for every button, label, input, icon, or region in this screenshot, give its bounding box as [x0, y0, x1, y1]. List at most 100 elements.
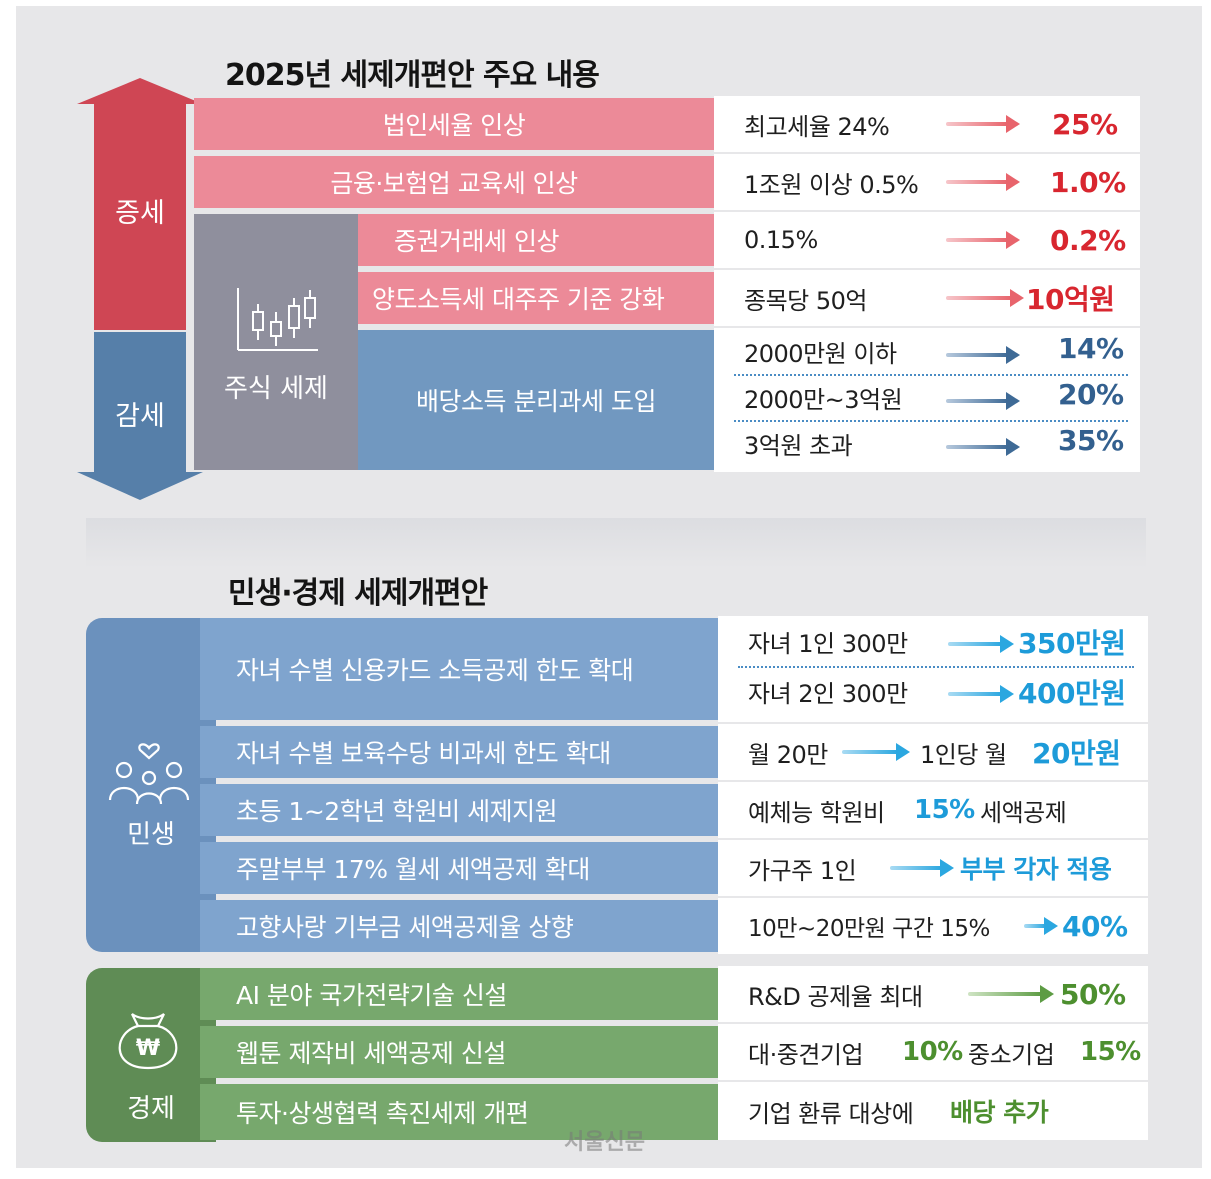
from-value: 최고세율 24%: [744, 112, 890, 141]
webtoon-value: 대·중견기업 10% 중소기업 15%: [718, 1024, 1148, 1080]
to-value: 25%: [1052, 107, 1118, 141]
academy-highlight: 15%: [914, 795, 975, 825]
from-value: 1조원 이상 0.5%: [744, 170, 919, 199]
from-value: 가구주 1인: [748, 856, 857, 885]
to-value: 0.2%: [1050, 223, 1126, 257]
section2-title: 민생·경제 세제개편안: [228, 576, 488, 611]
tier-from: 자녀 2인 300만: [748, 680, 908, 708]
tax-direction-arrow: [77, 78, 203, 500]
candlestick-icon: [237, 288, 318, 351]
childcare-value: 월 20만 1인당 월 20만원: [718, 724, 1148, 780]
to-value: 1.0%: [1050, 165, 1126, 199]
from-value: 0.15%: [744, 226, 818, 254]
row-label: 자녀 수별 신용카드 소득공제 한도 확대: [236, 656, 634, 685]
family-icon: [108, 743, 190, 805]
economy-label: 경제: [127, 1094, 175, 1124]
arrow-icon: [946, 173, 1020, 191]
tier-from: 2000만~3억원: [744, 386, 903, 414]
divider: [738, 666, 1134, 668]
arrow-icon: [946, 438, 1020, 456]
invest-pre: 기업 환류 대상에: [748, 1099, 914, 1128]
arrow-icon: [948, 635, 1014, 653]
row-childcare: 자녀 수별 보육수당 비과세 한도 확대: [200, 726, 718, 778]
row-ai-tech: AI 분야 국가전략기술 신설: [200, 968, 718, 1020]
webtoon-b-value: 15%: [1080, 1037, 1141, 1067]
increase-label: 증세: [115, 198, 165, 229]
row-webtoon: 웹툰 제작비 세액공제 신설: [200, 1026, 718, 1078]
livelihood-label: 민생: [127, 820, 175, 850]
arrow-icon: [1024, 917, 1058, 935]
to-value: 부부 각자 적용: [960, 855, 1112, 884]
arrow-icon: [968, 985, 1054, 1003]
svg-text:₩: ₩: [136, 1036, 160, 1061]
row-edu-tax-value: 1조원 이상 0.5% 1.0%: [714, 154, 1140, 210]
row-label: 금융·보험업 교육세 인상: [330, 169, 578, 198]
academy-pre: 예체능 학원비: [748, 798, 885, 827]
row-label: 양도소득세 대주주 기준 강화: [372, 285, 665, 314]
row-label: 웹툰 제작비 세액공제 신설: [236, 1039, 506, 1068]
row-label: 자녀 수별 보육수당 비과세 한도 확대: [236, 739, 611, 768]
dividend-tiers: 2000만원 이하 14% 2000만~3억원 20% 3억원 초과 35%: [714, 328, 1140, 472]
credit-card-tiers: 자녀 1인 300만 350만원 자녀 2인 300만 400만원: [718, 616, 1148, 722]
from-value: 종목당 50억: [744, 286, 868, 315]
to-value: 40%: [1062, 909, 1128, 943]
decrease-label: 감세: [115, 401, 165, 432]
webtoon-b: 중소기업: [968, 1040, 1055, 1069]
stock-tax-label: 주식 세제: [224, 374, 328, 404]
invest-highlight: 배당 추가: [950, 1098, 1049, 1127]
investment-value: 기업 환류 대상에 배당 추가: [718, 1082, 1148, 1140]
row-label: 초등 1~2학년 학원비 세제지원: [236, 797, 558, 826]
hometown-value: 10만~20만원 구간 15% 40%: [718, 898, 1148, 954]
weekend-value: 가구주 1인 부부 각자 적용: [718, 840, 1148, 896]
row-investment: 투자·상생협력 촉진세제 개편: [200, 1084, 718, 1140]
academy-post: 세액공제: [980, 798, 1067, 827]
row-capital-gains-tax: 양도소득세 대주주 기준 강화: [358, 272, 714, 324]
row-label: AI 분야 국가전략기술 신설: [236, 981, 507, 1010]
arrow-icon: [946, 346, 1020, 364]
ai-value: R&D 공제율 최대 50%: [718, 966, 1148, 1022]
row-label: 투자·상생협력 촉진세제 개편: [236, 1099, 529, 1128]
to-value: 50%: [1060, 977, 1126, 1011]
money-bag-icon: ₩: [118, 1013, 178, 1070]
to-value: 10억원: [1026, 283, 1115, 316]
row-securities-tax: 증권거래세 인상: [358, 214, 714, 266]
tier-from: 자녀 1인 300만: [748, 630, 908, 658]
divider: [734, 420, 1128, 422]
academy-value: 예체능 학원비 15% 세액공제: [718, 782, 1148, 838]
arrow-icon: [948, 685, 1014, 703]
arrow-icon: [842, 743, 910, 761]
webtoon-a: 대·중견기업: [748, 1040, 864, 1069]
row-label: 배당소득 분리과세 도입: [416, 387, 656, 416]
tier-from: 2000만원 이하: [744, 340, 897, 368]
row-weekend-couple: 주말부부 17% 월세 세액공제 확대: [200, 842, 718, 894]
tier-to: 20%: [1058, 378, 1124, 411]
row-dividend-tax: 배당소득 분리과세 도입: [358, 330, 714, 470]
watermark: 서울신문: [564, 1130, 645, 1155]
arrow-icon: [946, 289, 1024, 307]
tier-from: 3억원 초과: [744, 432, 853, 460]
row-securities-tax-value: 0.15% 0.2%: [714, 212, 1140, 268]
arrow-icon: [946, 231, 1020, 249]
arrow-icon: [890, 859, 954, 877]
infographic-card: 2025년 세제개편안 주요 내용 증세 감세 주식 세제 법인세율 인상 최고…: [16, 6, 1202, 1168]
row-corp-tax-value: 최고세율 24% 25%: [714, 96, 1140, 152]
row-capital-gains-value: 종목당 50억 10억원: [714, 270, 1140, 326]
arrow-icon: [946, 392, 1020, 410]
row-label: 주말부부 17% 월세 세액공제 확대: [236, 855, 590, 884]
divider: [734, 374, 1128, 376]
tier-to: 35%: [1058, 424, 1124, 457]
tier-to: 14%: [1058, 332, 1124, 365]
webtoon-a-value: 10%: [902, 1037, 963, 1067]
row-hometown-donation: 고향사랑 기부금 세액공제율 상향: [200, 900, 718, 952]
from-value: 10만~20만원 구간 15%: [748, 916, 990, 942]
row-corp-tax: 법인세율 인상: [194, 98, 714, 150]
mid-value: 1인당 월: [920, 740, 1007, 769]
tier-to: 350만원: [1018, 627, 1126, 660]
to-value: 20만원: [1032, 737, 1121, 770]
from-value: 월 20만: [748, 740, 828, 769]
row-label: 증권거래세 인상: [394, 227, 559, 256]
livelihood-side: [86, 618, 216, 952]
row-academy: 초등 1~2학년 학원비 세제지원: [200, 784, 718, 836]
section-divider: [86, 518, 1146, 568]
arrow-icon: [946, 115, 1020, 133]
